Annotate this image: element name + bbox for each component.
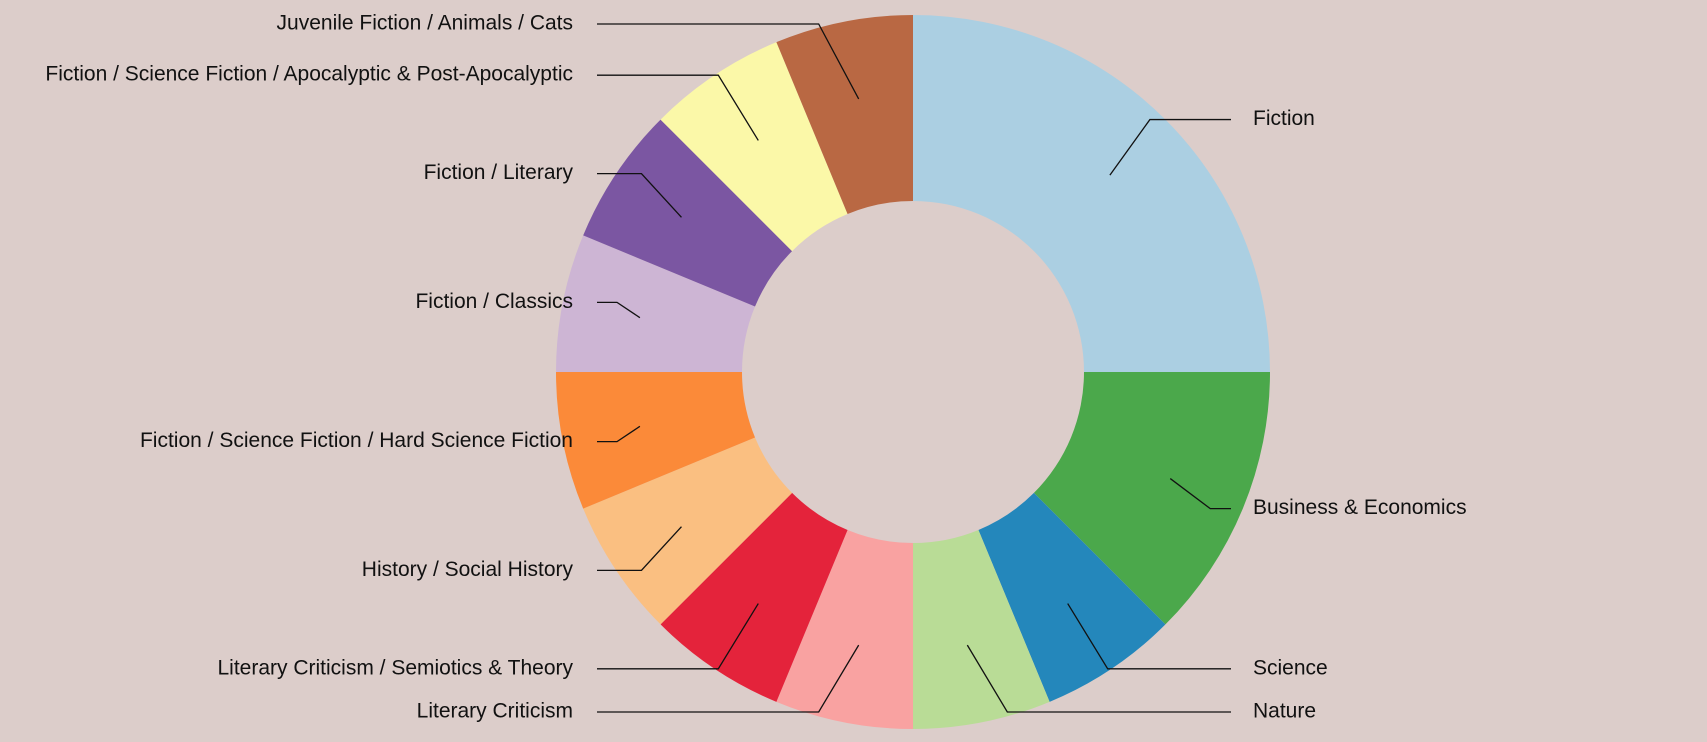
slice-business-and-economics bbox=[1033, 372, 1270, 625]
slice-history-social-history bbox=[583, 437, 793, 625]
leader-line-fiction bbox=[1109, 118, 1231, 176]
slice-label-fiction-literary: Fiction / Literary bbox=[424, 161, 574, 184]
slice-label-literary-criticism: Literary Criticism bbox=[417, 700, 573, 723]
slice-label-fiction: Fiction bbox=[1253, 107, 1315, 130]
slice-literary-criticism bbox=[776, 529, 913, 729]
slice-label-science: Science bbox=[1253, 656, 1328, 679]
leader-line-juvenile-fiction-animals-cats bbox=[597, 23, 860, 100]
slice-labels: Fiction Business & Economics Science Nature… bbox=[45, 12, 1466, 723]
donut-slices bbox=[556, 15, 1270, 729]
slice-label-nature: Nature bbox=[1253, 700, 1316, 723]
leader-line-fiction-science-fiction-hard-science-fiction bbox=[597, 425, 641, 443]
slice-fiction-classics bbox=[556, 235, 756, 372]
leader-line-science bbox=[1067, 603, 1231, 670]
leader-line-literary-criticism bbox=[597, 644, 860, 713]
slice-label-literary-criticism-semiotics-and-theory: Literary Criticism / Semiotics & Theory bbox=[217, 656, 573, 679]
slice-fiction-science-fiction-hard-science-fiction bbox=[556, 372, 756, 509]
slice-label-fiction-science-fiction-apocalyptic-and-post-apocalyptic: Fiction / Science Fiction / Apocalyptic … bbox=[45, 63, 573, 86]
slice-label-history-social-history: History / Social History bbox=[362, 558, 574, 581]
slice-fiction bbox=[913, 15, 1270, 372]
slice-label-fiction-classics: Fiction / Classics bbox=[415, 290, 573, 313]
leader-line-business-and-economics bbox=[1169, 478, 1231, 510]
slice-nature bbox=[913, 529, 1050, 729]
slice-label-juvenile-fiction-animals-cats: Juvenile Fiction / Animals / Cats bbox=[277, 12, 573, 35]
leader-line-literary-criticism-semiotics-and-theory bbox=[597, 603, 759, 670]
leader-line-fiction-classics bbox=[597, 301, 641, 319]
slice-label-fiction-science-fiction-hard-science-fiction: Fiction / Science Fiction / Hard Science… bbox=[140, 429, 573, 452]
leader-line-fiction-literary bbox=[597, 173, 682, 218]
slice-science bbox=[978, 492, 1166, 702]
slice-fiction-science-fiction-apocalyptic-and-post-apocalyptic bbox=[660, 42, 848, 252]
leader-line-nature bbox=[966, 644, 1231, 713]
slice-literary-criticism-semiotics-and-theory bbox=[660, 492, 848, 702]
leader-line-fiction-science-fiction-apocalyptic-and-post-apocalyptic bbox=[597, 74, 759, 141]
leader-line-history-social-history bbox=[597, 526, 682, 571]
slice-fiction-literary bbox=[583, 119, 793, 307]
slice-label-business-and-economics: Business & Economics bbox=[1253, 496, 1467, 519]
slice-juvenile-fiction-animals-cats bbox=[776, 15, 913, 215]
